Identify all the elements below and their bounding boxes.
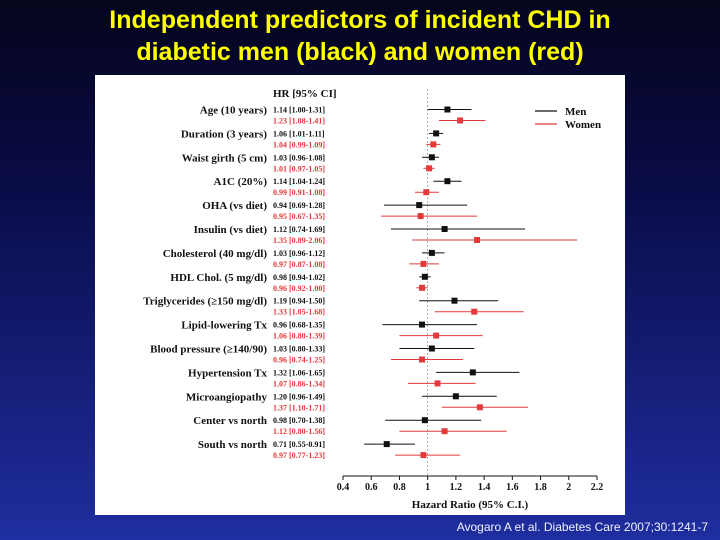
women-hr-marker bbox=[420, 452, 427, 459]
row-label: A1C (20%) bbox=[214, 176, 268, 188]
women-hr-text: 1.37 [1.10-1.71] bbox=[273, 403, 325, 412]
men-hr-marker bbox=[416, 202, 423, 209]
row-label: Center vs north bbox=[193, 415, 267, 427]
women-hr-text: 1.12 [0.80-1.56] bbox=[273, 427, 325, 436]
men-hr-text: 1.03 [0.96-1.12] bbox=[273, 249, 325, 258]
women-hr-marker bbox=[476, 404, 483, 411]
women-hr-marker bbox=[423, 189, 430, 196]
men-hr-text: 1.14 [1.00-1.31] bbox=[273, 106, 325, 115]
men-hr-text: 1.03 [0.96-1.08] bbox=[273, 153, 325, 162]
legend-label-men: Men bbox=[565, 106, 586, 118]
men-hr-marker bbox=[452, 393, 459, 400]
row-label: Blood pressure (≥140/90) bbox=[150, 344, 267, 356]
row-label: Duration (3 years) bbox=[181, 128, 267, 140]
slide-title: Independent predictors of incident CHD i… bbox=[0, 4, 720, 68]
x-axis-title: Hazard Ratio (95% C.I.) bbox=[412, 499, 529, 511]
row-label: Insulin (vs diet) bbox=[194, 224, 268, 236]
men-hr-marker bbox=[383, 441, 390, 448]
women-hr-text: 1.33 [1.05-1.68] bbox=[273, 308, 325, 317]
men-hr-text: 1.32 [1.06-1.65] bbox=[273, 368, 325, 377]
men-hr-text: 0.94 [0.69-1.28] bbox=[273, 201, 325, 210]
row-label: Age (10 years) bbox=[200, 105, 268, 117]
women-hr-text: 0.97 [0.87-1.08] bbox=[273, 260, 325, 269]
women-hr-text: 0.99 [0.91-1.08] bbox=[273, 188, 325, 197]
x-tick-label: 0.4 bbox=[337, 482, 350, 493]
men-hr-marker bbox=[428, 154, 435, 161]
men-hr-marker bbox=[421, 273, 428, 280]
men-hr-text: 1.03 [0.80-1.33] bbox=[273, 345, 325, 354]
women-hr-text: 1.23 [1.08-1.41] bbox=[273, 117, 325, 126]
x-tick-label: 1.6 bbox=[506, 482, 519, 493]
men-hr-marker bbox=[441, 226, 448, 232]
row-label: Triglycerides (≥150 mg/dl) bbox=[143, 296, 267, 308]
women-hr-marker bbox=[417, 213, 424, 220]
citation: Avogaro A et al. Diabetes Care 2007;30:1… bbox=[456, 520, 708, 534]
men-hr-marker bbox=[444, 178, 451, 185]
row-label: Hypertension Tx bbox=[188, 367, 267, 379]
women-hr-text: 0.96 [0.74-1.25] bbox=[273, 356, 325, 365]
women-hr-marker bbox=[419, 284, 426, 291]
women-hr-text: 1.35 [0.89-2.06] bbox=[273, 236, 325, 245]
row-label: Microangiopathy bbox=[186, 391, 268, 403]
x-tick-label: 0.8 bbox=[393, 482, 406, 493]
x-tick-label: 2.2 bbox=[591, 482, 604, 493]
women-hr-marker bbox=[474, 237, 481, 243]
women-hr-marker bbox=[426, 165, 433, 172]
men-hr-text: 0.96 [0.68-1.35] bbox=[273, 321, 325, 330]
x-tick-label: 1 bbox=[425, 482, 430, 493]
x-tick-label: 1.4 bbox=[478, 482, 491, 493]
men-hr-text: 1.06 [1.01-1.11] bbox=[273, 129, 325, 138]
hr-column-header: HR [95% CI] bbox=[273, 88, 337, 100]
row-label: South vs north bbox=[198, 439, 267, 451]
women-hr-text: 1.07 [0.86-1.34] bbox=[273, 379, 325, 388]
men-hr-text: 1.12 [0.74-1.69] bbox=[273, 225, 325, 234]
men-hr-text: 0.71 [0.55-0.91] bbox=[273, 440, 325, 449]
men-hr-marker bbox=[428, 345, 435, 352]
men-hr-text: 0.98 [0.70-1.38] bbox=[273, 416, 325, 425]
women-hr-marker bbox=[433, 332, 440, 339]
women-hr-text: 0.95 [0.67-1.35] bbox=[273, 212, 325, 221]
slide-title-line-2: diabetic men (black) and women (red) bbox=[136, 38, 584, 66]
women-hr-marker bbox=[434, 380, 441, 387]
x-tick-label: 1.2 bbox=[450, 482, 463, 493]
men-hr-marker bbox=[421, 417, 428, 424]
women-hr-marker bbox=[441, 428, 448, 435]
women-hr-marker bbox=[457, 117, 464, 124]
men-hr-marker bbox=[444, 106, 451, 113]
x-tick-label: 1.8 bbox=[534, 482, 547, 493]
men-hr-text: 1.19 [0.94-1.50] bbox=[273, 297, 325, 306]
men-hr-marker bbox=[419, 321, 426, 328]
forest-plot-panel: HR [95% CI] Men Women Age (10 years) 1.14 [1… bbox=[95, 75, 625, 515]
row-label: OHA (vs diet) bbox=[202, 200, 267, 212]
women-hr-marker bbox=[471, 308, 478, 315]
women-hr-marker bbox=[420, 260, 427, 267]
women-hr-text: 1.06 [0.80-1.39] bbox=[273, 332, 325, 341]
row-label: HDL Chol. (5 mg/dl) bbox=[170, 272, 267, 284]
men-hr-text: 1.20 [0.96-1.49] bbox=[273, 392, 325, 401]
men-hr-text: 1.14 [1.04-1.24] bbox=[273, 177, 325, 186]
legend-label-women: Women bbox=[565, 119, 601, 131]
women-hr-text: 0.96 [0.92-1.00] bbox=[273, 284, 325, 293]
slide-title-line-1: Independent predictors of incident CHD i… bbox=[109, 6, 611, 34]
x-tick-label: 2 bbox=[566, 482, 571, 493]
men-hr-marker bbox=[469, 369, 476, 376]
women-hr-marker bbox=[419, 356, 426, 363]
women-hr-text: 1.04 [0.99-1.09] bbox=[273, 140, 325, 149]
women-hr-text: 0.97 [0.77-1.23] bbox=[273, 451, 325, 460]
men-hr-marker bbox=[451, 297, 458, 304]
row-label: Lipid-lowering Tx bbox=[181, 320, 267, 332]
women-hr-marker bbox=[430, 141, 437, 148]
row-label: Cholesterol (40 mg/dl) bbox=[163, 248, 268, 260]
men-hr-text: 0.98 [0.94-1.02] bbox=[273, 273, 325, 282]
x-tick-label: 0.6 bbox=[365, 482, 378, 493]
women-hr-text: 1.01 [0.97-1.05] bbox=[273, 164, 325, 173]
men-hr-marker bbox=[433, 130, 440, 137]
men-hr-marker bbox=[428, 249, 435, 256]
row-label: Waist girth (5 cm) bbox=[182, 152, 268, 164]
